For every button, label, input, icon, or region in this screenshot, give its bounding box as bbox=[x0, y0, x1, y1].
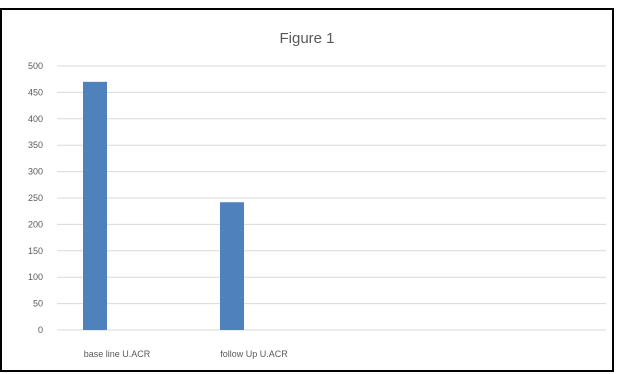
x-tick-label: base line U.ACR bbox=[84, 349, 151, 359]
y-tick-label: 500 bbox=[28, 61, 43, 71]
y-tick-label: 400 bbox=[28, 114, 43, 124]
chart-title: Figure 1 bbox=[279, 30, 335, 47]
x-tick-label: follow Up U.ACR bbox=[220, 349, 288, 359]
y-tick-label: 100 bbox=[28, 272, 43, 282]
y-tick-label: 250 bbox=[28, 193, 43, 203]
y-tick-label: 200 bbox=[28, 219, 43, 229]
bar bbox=[83, 81, 107, 330]
y-tick-label: 0 bbox=[38, 325, 43, 335]
y-tick-label: 450 bbox=[28, 87, 43, 97]
bar bbox=[220, 202, 244, 330]
y-tick-label: 150 bbox=[28, 246, 43, 256]
y-tick-label: 350 bbox=[28, 140, 43, 150]
y-tick-label: 300 bbox=[28, 167, 43, 177]
y-tick-label: 50 bbox=[33, 299, 43, 309]
